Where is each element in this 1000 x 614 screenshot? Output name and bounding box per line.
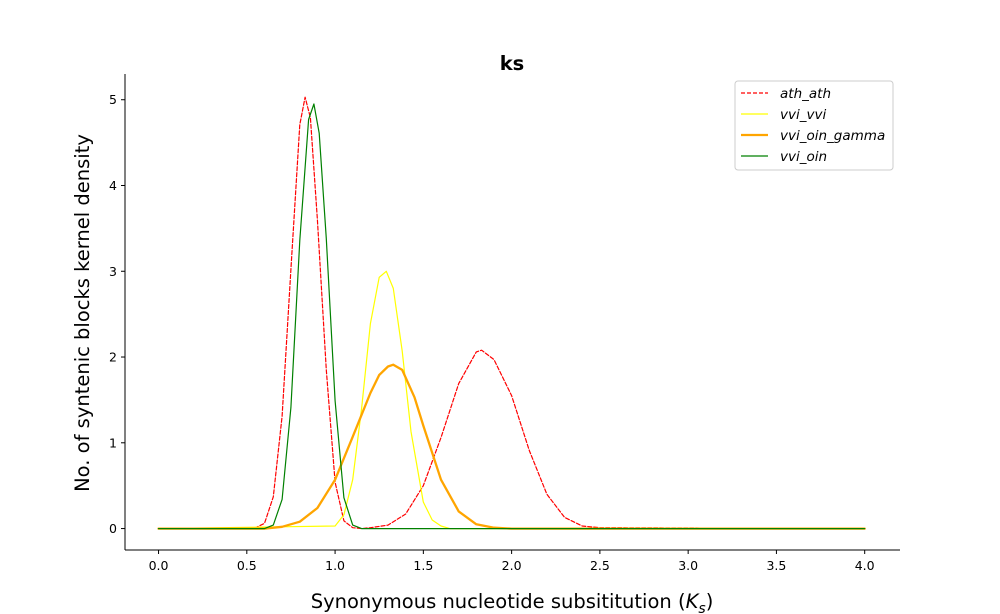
x-tick-label: 2.0 <box>502 558 522 573</box>
x-axis-subscript: s <box>698 601 705 614</box>
x-tick-label: 0.5 <box>237 558 257 573</box>
x-tick-label: 3.0 <box>678 558 698 573</box>
y-tick-label: 2 <box>109 350 117 365</box>
y-tick-label: 5 <box>109 92 117 107</box>
series-line-vvi-vvi <box>157 270 866 530</box>
legend-label-vvi-oin: vvi_oin <box>780 149 827 165</box>
y-tick-label: 0 <box>109 521 117 536</box>
plot-lines <box>157 96 866 530</box>
axes <box>124 74 900 551</box>
y-tick-label: 1 <box>109 435 117 450</box>
x-ticks: 0.0 0.5 1.0 1.5 2.0 2.5 3.0 3.5 4.0 <box>149 550 875 573</box>
y-tick-label: 3 <box>109 264 117 279</box>
x-axis-paren-open: ( <box>672 590 686 613</box>
legend-box <box>734 80 894 171</box>
x-axis-symbol: K <box>686 590 701 613</box>
x-axis-paren-close: ) <box>706 590 714 613</box>
x-tick-label: 3.5 <box>766 558 786 573</box>
legend-label-vvi-vvi: vvi_vvi <box>780 107 826 123</box>
series-line-vvi-oin-gamma <box>157 363 866 530</box>
legend-label-vvi-oin-gamma: vvi_oin_gamma <box>780 128 885 144</box>
x-axis-label: Synonymous nucleotide subsititution <box>311 590 672 613</box>
chart-title: ks <box>500 52 525 75</box>
x-tick-label: 1.5 <box>413 558 433 573</box>
series-line-vvi-oin <box>157 103 866 530</box>
y-ticks: 0 1 2 3 4 5 <box>109 92 125 536</box>
x-tick-label: 4.0 <box>855 558 875 573</box>
y-tick-label: 4 <box>109 178 117 193</box>
legend-label-ath-ath: ath_ath <box>780 86 831 102</box>
x-tick-label: 1.0 <box>325 558 345 573</box>
x-tick-label: 2.5 <box>590 558 610 573</box>
y-axis-title: No. of syntenic blocks kernel density <box>71 134 94 492</box>
x-tick-label: 0.0 <box>149 558 169 573</box>
legend: ath_ath vvi_vvi vvi_oin_gamma vvi_oin <box>734 80 894 171</box>
x-axis-title: Synonymous nucleotide subsititution (Ks) <box>311 590 714 614</box>
